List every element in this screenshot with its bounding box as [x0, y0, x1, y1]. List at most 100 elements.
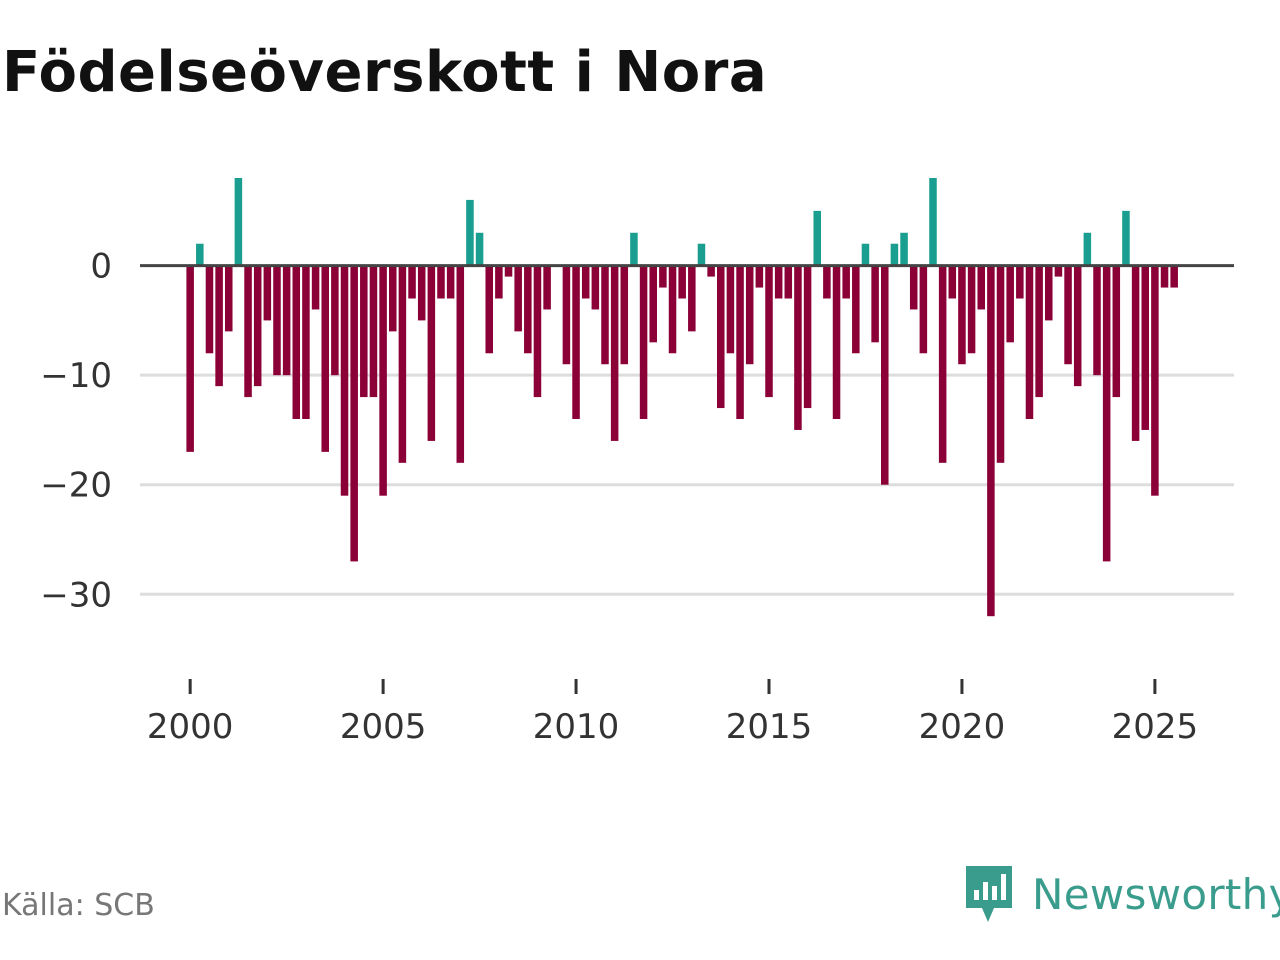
bar — [1025, 265, 1034, 419]
bar — [726, 265, 735, 354]
bar — [263, 265, 272, 321]
bar — [1006, 265, 1014, 343]
bar — [244, 265, 252, 398]
bar — [1035, 265, 1043, 398]
bar — [784, 265, 793, 299]
bar — [321, 265, 329, 452]
bar — [417, 265, 426, 321]
bar — [967, 265, 976, 354]
bar-chart: 0 −10 −20 −30 2000 2005 2010 2015 2020 2025 — [40, 178, 1234, 747]
bar — [832, 265, 841, 419]
bar — [919, 265, 928, 354]
bar — [514, 265, 522, 332]
bars-layer — [186, 178, 1178, 617]
bar — [369, 265, 378, 398]
bar — [852, 265, 860, 354]
bar — [1170, 265, 1178, 288]
bar — [1045, 265, 1053, 321]
bar — [533, 265, 542, 398]
bar — [668, 265, 677, 354]
bar — [389, 265, 397, 332]
bar — [803, 265, 812, 409]
bar — [350, 265, 358, 562]
bar — [601, 265, 609, 365]
bar — [987, 265, 995, 617]
y-tick-label: 0 — [90, 247, 112, 287]
x-tick-label: 2005 — [340, 707, 427, 747]
bar — [282, 265, 291, 376]
bar — [755, 265, 764, 288]
bar — [697, 243, 706, 266]
bar — [881, 265, 889, 485]
bar — [273, 265, 281, 376]
bar — [823, 265, 831, 299]
x-tick-label: 2000 — [147, 707, 234, 747]
bar — [1083, 232, 1092, 266]
bar — [842, 265, 850, 299]
bar — [639, 265, 648, 419]
bar — [475, 232, 484, 266]
bar — [340, 265, 349, 496]
bar — [581, 265, 590, 299]
bar — [215, 265, 223, 387]
axis-layer: 0 −10 −20 −30 2000 2005 2010 2015 2020 2025 — [40, 247, 1234, 747]
bar — [948, 265, 957, 299]
bar — [437, 265, 445, 299]
bar — [253, 265, 262, 387]
bar — [909, 265, 918, 310]
bar — [620, 265, 629, 365]
bar — [466, 199, 474, 266]
brand-logo: Newsworthy — [964, 864, 1280, 924]
y-tick-label: −30 — [40, 575, 112, 615]
x-tick-label: 2020 — [919, 707, 1006, 747]
newsworthy-icon — [966, 866, 1012, 922]
bar — [1151, 265, 1159, 496]
bar — [456, 265, 465, 463]
bar — [1122, 210, 1130, 266]
x-tick-label: 2010 — [533, 707, 620, 747]
bar — [630, 232, 638, 266]
bar — [649, 265, 657, 343]
bar — [977, 265, 985, 310]
bar — [958, 265, 966, 365]
bar — [408, 265, 416, 299]
x-tick-label: 2015 — [726, 707, 813, 747]
bar — [398, 265, 407, 463]
bar — [610, 265, 619, 441]
bar — [794, 265, 802, 430]
bar — [900, 232, 908, 266]
bar — [929, 178, 937, 266]
bar — [311, 265, 320, 310]
bar — [813, 210, 821, 266]
bar — [1064, 265, 1072, 365]
chart-title: Födelseöverskott i Nora — [2, 40, 768, 105]
bar — [1016, 265, 1024, 299]
bar — [861, 243, 870, 266]
bar — [572, 265, 580, 419]
bar — [996, 265, 1005, 463]
bar — [196, 243, 204, 266]
bar — [234, 178, 243, 266]
bar — [331, 265, 339, 376]
y-tick-label: −20 — [40, 466, 112, 506]
bar — [495, 265, 503, 299]
bar — [591, 265, 600, 310]
bar — [707, 265, 715, 277]
bar — [224, 265, 233, 332]
bar — [678, 265, 686, 299]
bar — [360, 265, 368, 398]
bar — [543, 265, 551, 310]
bar — [938, 265, 947, 463]
bar — [871, 265, 879, 343]
bar — [562, 265, 571, 365]
bar — [1093, 265, 1101, 376]
bar — [524, 265, 532, 354]
y-tick-label: −10 — [40, 356, 112, 396]
bar — [292, 265, 301, 419]
bar — [717, 265, 725, 409]
bar — [745, 265, 754, 365]
x-tick-label: 2025 — [1112, 707, 1199, 747]
bar — [1073, 265, 1082, 387]
bar — [890, 243, 899, 266]
